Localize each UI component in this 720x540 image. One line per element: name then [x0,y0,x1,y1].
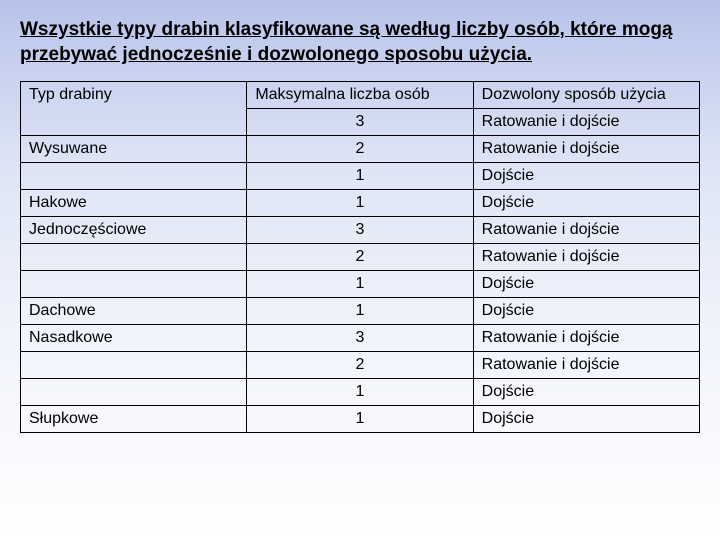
cell-use: Dojście [473,271,699,298]
table-header-row: Typ drabiny Maksymalna liczba osób Dozwo… [21,82,700,109]
cell-use: Dojście [473,379,699,406]
cell-type [21,352,247,379]
cell-num: 2 [247,244,473,271]
cell-num: 2 [247,352,473,379]
cell-use: Dojście [473,298,699,325]
page-title: Wszystkie typy drabin klasyfikowane są w… [20,18,700,67]
header-use: Dozwolony sposób użycia [473,82,699,109]
cell-use: Dojście [473,163,699,190]
cell-type [21,163,247,190]
cell-num: 3 [247,217,473,244]
cell-num: 3 [247,325,473,352]
table-row: Hakowe 1 Dojście [21,190,700,217]
cell-use: Ratowanie i dojście [473,109,699,136]
cell-type: Nasadkowe [21,325,247,352]
table-row: Nasadkowe 3 Ratowanie i dojście [21,325,700,352]
cell-use: Ratowanie i dojście [473,136,699,163]
cell-num: 1 [247,163,473,190]
table-row: 2 Ratowanie i dojście [21,244,700,271]
cell-type [21,379,247,406]
cell-num: 2 [247,136,473,163]
cell-num: 1 [247,190,473,217]
cell-num: 1 [247,298,473,325]
cell-type: Dachowe [21,298,247,325]
table-row: 1 Dojście [21,163,700,190]
cell-num: 1 [247,271,473,298]
header-type: Typ drabiny [21,82,247,136]
cell-num: 1 [247,379,473,406]
cell-use: Ratowanie i dojście [473,352,699,379]
table-row: 1 Dojście [21,379,700,406]
ladder-table: Typ drabiny Maksymalna liczba osób Dozwo… [20,81,700,433]
header-max: Maksymalna liczba osób [247,82,473,109]
cell-type: Wysuwane [21,136,247,163]
cell-use: Ratowanie i dojście [473,244,699,271]
table-row: 1 Dojście [21,271,700,298]
cell-num: 3 [247,109,473,136]
cell-type [21,271,247,298]
cell-type: Jednoczęściowe [21,217,247,244]
cell-use: Ratowanie i dojście [473,217,699,244]
cell-use: Dojście [473,406,699,433]
cell-use: Ratowanie i dojście [473,325,699,352]
cell-num: 1 [247,406,473,433]
cell-use: Dojście [473,190,699,217]
table-row: Wysuwane 2 Ratowanie i dojście [21,136,700,163]
cell-type: Słupkowe [21,406,247,433]
table-row: Słupkowe 1 Dojście [21,406,700,433]
table-row: 2 Ratowanie i dojście [21,352,700,379]
cell-type [21,244,247,271]
cell-type: Hakowe [21,190,247,217]
table-row: Dachowe 1 Dojście [21,298,700,325]
table-row: Jednoczęściowe 3 Ratowanie i dojście [21,217,700,244]
